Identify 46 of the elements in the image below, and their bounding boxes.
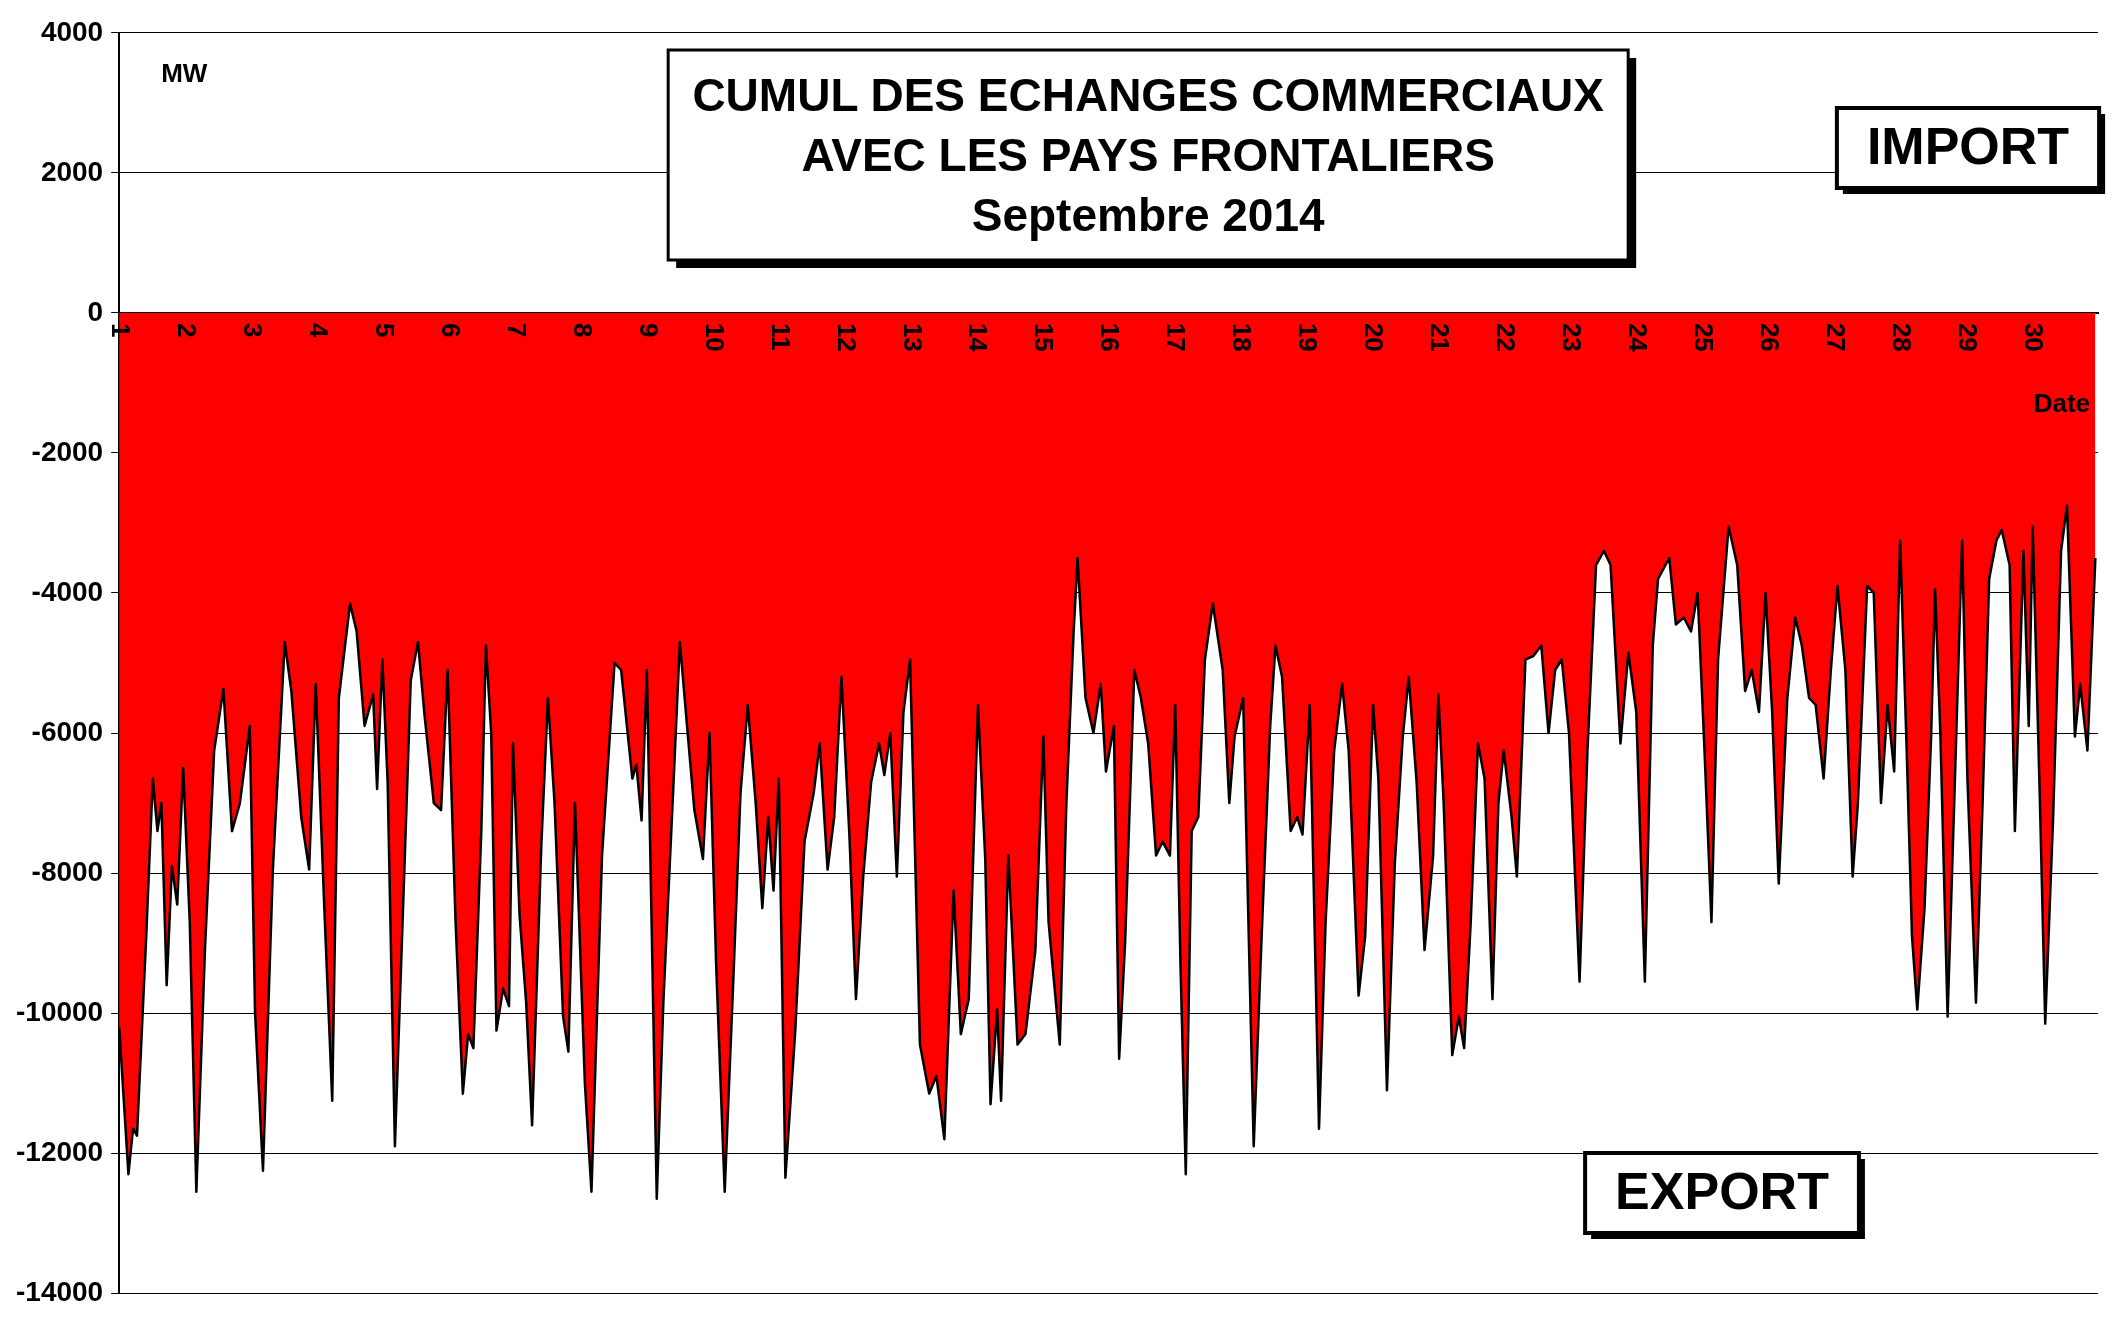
x-tick-label: 16 <box>1095 322 1126 352</box>
x-tick-label: 12 <box>831 322 862 352</box>
x-tick-label: 21 <box>1425 322 1456 352</box>
y-axis-title: MW <box>161 57 208 88</box>
y-tick-label: -10000 <box>16 995 104 1027</box>
x-tick-label: 29 <box>1952 322 1983 352</box>
x-tick-label: 7 <box>501 322 532 338</box>
x-tick-label: 5 <box>369 322 400 338</box>
y-tick-label: 2000 <box>40 155 104 187</box>
x-tick-label: 6 <box>435 322 466 338</box>
x-axis-title: Date <box>2033 388 2090 419</box>
x-tick-label: 17 <box>1161 322 1192 352</box>
x-tick-label: 22 <box>1491 322 1522 352</box>
y-tick-label: -12000 <box>16 1135 104 1167</box>
y-tick-label: 4000 <box>40 15 104 47</box>
x-tick-label: 1 <box>106 322 137 338</box>
x-tick-label: 9 <box>633 322 664 338</box>
x-tick-label: 19 <box>1293 322 1324 352</box>
x-tick-label: 26 <box>1755 322 1786 352</box>
x-tick-label: 10 <box>699 322 730 352</box>
annotation: IMPORT <box>1866 117 2070 176</box>
y-tick-label: -8000 <box>31 855 104 887</box>
x-tick-label: 11 <box>765 322 796 351</box>
x-tick-label: 3 <box>237 322 268 338</box>
x-tick-label: 25 <box>1689 322 1720 352</box>
x-tick-label: 4 <box>303 322 334 338</box>
y-tick-label: 0 <box>87 295 104 327</box>
x-tick-label: 30 <box>2018 322 2049 352</box>
x-tick-label: 23 <box>1557 322 1588 352</box>
annotation: EXPORT <box>1615 1162 1830 1221</box>
y-tick-label: -14000 <box>16 1275 104 1307</box>
y-tick-label: -2000 <box>31 435 104 467</box>
x-tick-label: 15 <box>1029 322 1060 352</box>
x-tick-label: 2 <box>171 322 202 338</box>
x-tick-label: 14 <box>963 322 994 353</box>
x-tick-label: 24 <box>1623 322 1654 353</box>
x-tick-label: 13 <box>897 322 928 352</box>
x-tick-label: 8 <box>567 322 598 338</box>
x-tick-label: 28 <box>1886 322 1917 352</box>
x-tick-label: 27 <box>1820 322 1851 352</box>
text: Septembre 2014 <box>971 188 1326 241</box>
x-tick-label: 20 <box>1359 322 1390 352</box>
y-tick-label: -4000 <box>31 575 104 607</box>
y-tick-label: -6000 <box>31 715 104 747</box>
x-tick-label: 18 <box>1227 322 1258 352</box>
text: CUMUL DES ECHANGES COMMERCIAUX AVEC LES PAYS FRONTALIERS <box>692 68 1605 181</box>
